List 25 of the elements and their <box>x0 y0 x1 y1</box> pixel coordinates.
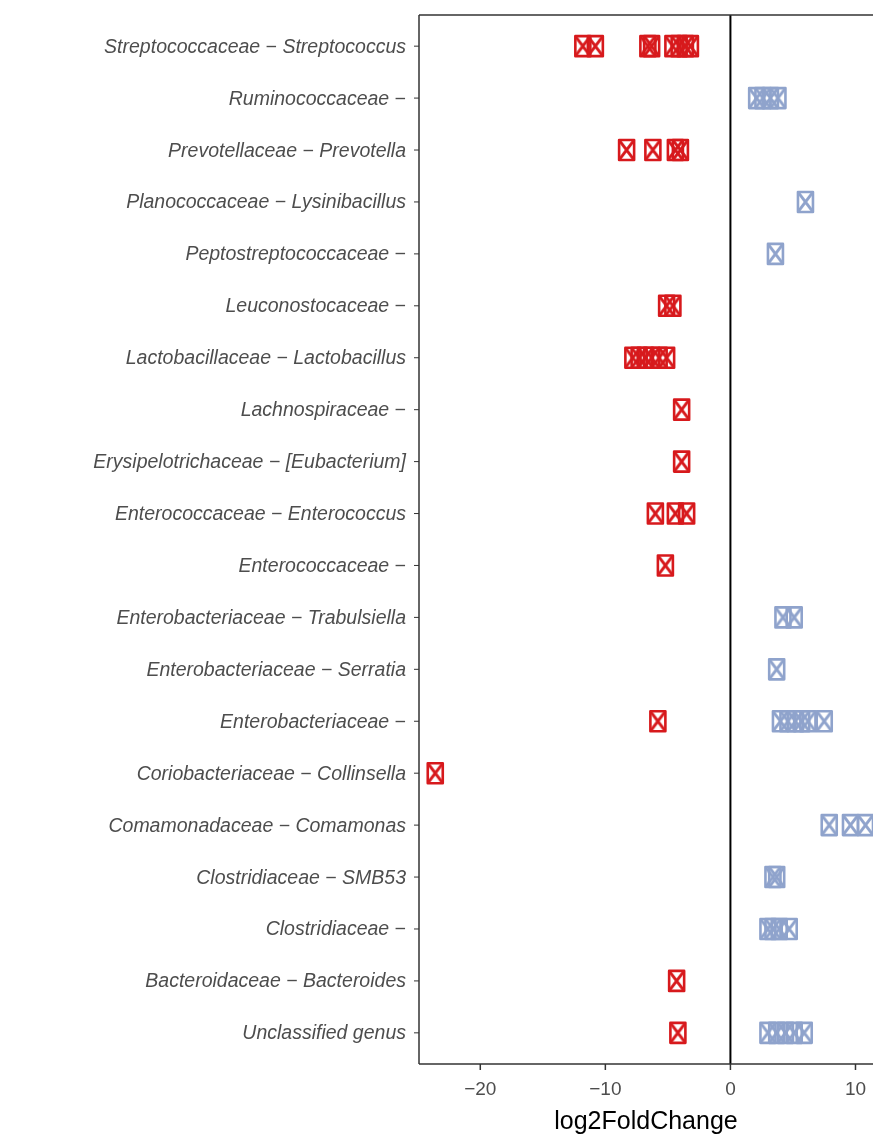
y-tick-label: Clostridiaceae − <box>265 917 406 940</box>
x-tick-label: −10 <box>589 1078 622 1099</box>
y-tick-label: Peptostreptococcaceae − <box>185 242 406 265</box>
y-tick-label: Leuconostocaceae − <box>225 294 406 317</box>
y-tick-label: Enterobacteriaceae − Serratia <box>146 657 407 680</box>
y-tick-label: Enterococcaceae − Enterococcus <box>114 502 407 525</box>
y-tick-label: Comamonadaceae − Comamonas <box>108 813 407 836</box>
x-tick-label: 0 <box>725 1078 736 1099</box>
y-tick-label: Planococcaceae − Lysinibacillus <box>126 190 407 213</box>
x-axis-title: log2FoldChange <box>554 1106 738 1134</box>
y-tick-label: Ruminococcaceae − <box>228 86 406 109</box>
y-tick-label: Lachnospiraceae − <box>240 398 406 421</box>
x-tick-label: −20 <box>464 1078 497 1099</box>
y-tick-label: Coriobacteriaceae − Collinsella <box>136 761 407 784</box>
y-tick-label: Streptococcaceae − Streptococcus <box>104 34 407 57</box>
y-tick-label: Lactobacillaceae − Lactobacillus <box>125 346 407 369</box>
y-tick-label: Enterobacteriaceae − Trabulsiella <box>116 605 407 628</box>
y-tick-label: Erysipelotrichaceae − [Eubacterium] <box>93 450 407 473</box>
y-tick-label: Enterobacteriaceae − <box>220 709 406 732</box>
y-tick-label: Prevotellaceae − Prevotella <box>168 138 407 161</box>
y-tick-label: Enterococcaceae − <box>238 553 406 576</box>
y-tick-label: Clostridiaceae − SMB53 <box>196 865 407 888</box>
y-tick-label: Unclassified genus <box>242 1021 407 1044</box>
y-tick-label: Bacteroidaceae − Bacteroides <box>145 969 407 992</box>
x-tick-label: 10 <box>844 1078 867 1099</box>
